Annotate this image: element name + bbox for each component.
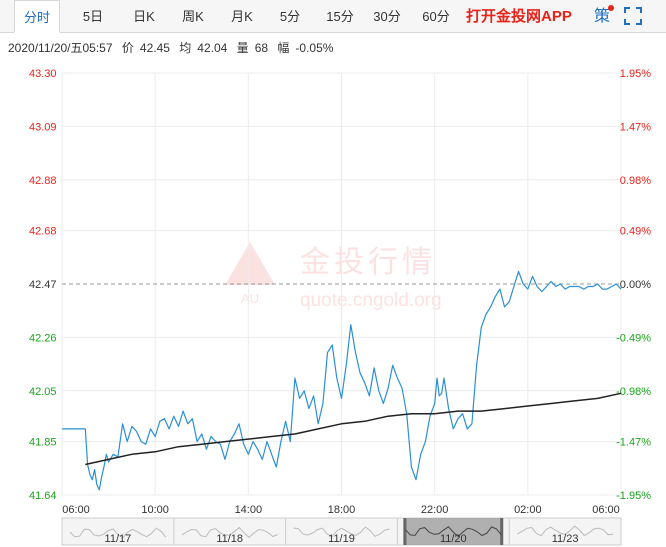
- percent-tick-label: 1.95%: [620, 68, 651, 80]
- time-tick-label: 14:00: [235, 504, 263, 516]
- avg-value: 42.04: [197, 41, 228, 55]
- navigator-date-label: 11/20: [440, 533, 467, 545]
- price-tick-label: 42.68: [29, 226, 57, 238]
- navigator-handle-right: [500, 518, 504, 545]
- strategy-button[interactable]: 策: [594, 8, 611, 25]
- price-tick-label: 42.47: [29, 279, 57, 291]
- price-axis: 43.30 43.09 42.88 42.68 42.47 42.26 42.05 41.85…: [29, 68, 57, 502]
- percent-tick-label: 0.49%: [620, 226, 651, 238]
- navigator-sparkline: [516, 525, 614, 537]
- time-tick-label: 22:00: [421, 504, 449, 516]
- quote-datetime: 2020/11/20/五05:57: [8, 41, 113, 55]
- watermark-logo-shape: [225, 242, 275, 285]
- time-tick-label: 18:00: [328, 504, 356, 516]
- tab-intraday[interactable]: 分时: [14, 0, 60, 33]
- volume-label: 量: [236, 41, 249, 55]
- volume-value: 68: [254, 41, 269, 55]
- tab-5day[interactable]: 5日: [82, 9, 104, 24]
- price-tick-label: 43.30: [29, 68, 57, 80]
- tab-monthly-k[interactable]: 月K: [231, 9, 253, 24]
- navigator-handle-left: [403, 518, 407, 545]
- percent-tick-label: -1.95%: [616, 490, 651, 502]
- percent-tick-label: -0.98%: [616, 386, 651, 398]
- average-line: [85, 392, 622, 466]
- tab-weekly-k[interactable]: 周K: [182, 9, 204, 24]
- watermark-brand: 金投行情: [300, 245, 436, 280]
- percent-tick-label: 1.47%: [620, 121, 651, 133]
- time-tick-label: 02:00: [514, 504, 542, 516]
- price-line: [62, 270, 622, 491]
- percent-tick-label: -0.49%: [616, 332, 651, 344]
- period-tabs: 分时 5日 日K 周K 月K 5分 15分 30分 60分 打开金投网APP 策: [0, 0, 666, 33]
- navigator-date-label: 11/17: [105, 533, 132, 545]
- navigator-date-label: 11/23: [552, 533, 579, 545]
- price-tick-label: 41.85: [29, 437, 57, 449]
- watermark-url: quote.cngold.org: [300, 290, 442, 311]
- navigator-date-label: 11/19: [328, 533, 355, 545]
- price-tick-label: 43.09: [29, 121, 57, 133]
- navigator-sparkline: [405, 526, 502, 538]
- navigator-sparkline: [293, 526, 390, 538]
- price-label: 价: [121, 41, 134, 55]
- tab-daily-k[interactable]: 日K: [133, 9, 155, 24]
- notification-dot: [608, 5, 614, 11]
- change-label: 幅: [277, 41, 290, 55]
- percent-tick-label: 0.00%: [620, 279, 651, 291]
- watermark: AU 金投行情 quote.cngold.org: [225, 242, 442, 311]
- percent-axis: 1.95% 1.47% 0.98% 0.49% 0.00% -0.49% -0.98% -1.…: [616, 68, 651, 502]
- tab-30min[interactable]: 30分: [373, 9, 401, 24]
- navigator-date-label: 11/18: [216, 533, 243, 545]
- price-value: 42.45: [139, 41, 170, 55]
- tab-60min[interactable]: 60分: [422, 9, 450, 24]
- tab-5min[interactable]: 5分: [279, 9, 301, 24]
- open-app-link[interactable]: 打开金投网APP: [466, 8, 572, 25]
- chart-grid: [61, 72, 622, 496]
- date-navigator[interactable]: 11/17 11/18 11/19 11/20 11/23: [61, 517, 622, 546]
- watermark-badge: AU: [241, 291, 259, 306]
- navigator-sparkline: [181, 527, 278, 539]
- time-tick-label: 10:00: [141, 504, 169, 516]
- time-tick-label: 06:00: [62, 504, 90, 516]
- chart-lines: [62, 270, 622, 491]
- avg-label: 均: [179, 41, 192, 55]
- quote-info-bar: 2020/11/20/五05:57 价 42.45 均 42.04 量 68 幅 -0.…: [8, 39, 339, 56]
- percent-tick-label: -1.47%: [616, 437, 651, 449]
- time-tick-label: 06:00: [592, 504, 620, 516]
- time-axis: 06:00 10:00 14:00 18:00 22:00 02:00 06:00: [62, 504, 620, 516]
- price-tick-label: 41.64: [29, 490, 57, 502]
- price-tick-label: 42.26: [29, 332, 57, 344]
- fullscreen-icon[interactable]: [624, 7, 642, 25]
- price-tick-label: 42.88: [29, 175, 57, 187]
- tab-15min[interactable]: 15分: [326, 9, 354, 24]
- navigator-sparkline: [69, 527, 167, 539]
- change-value: -0.05%: [295, 41, 334, 55]
- navigator-track: [61, 517, 622, 546]
- price-tick-label: 42.05: [29, 386, 57, 398]
- percent-tick-label: 0.98%: [620, 175, 651, 187]
